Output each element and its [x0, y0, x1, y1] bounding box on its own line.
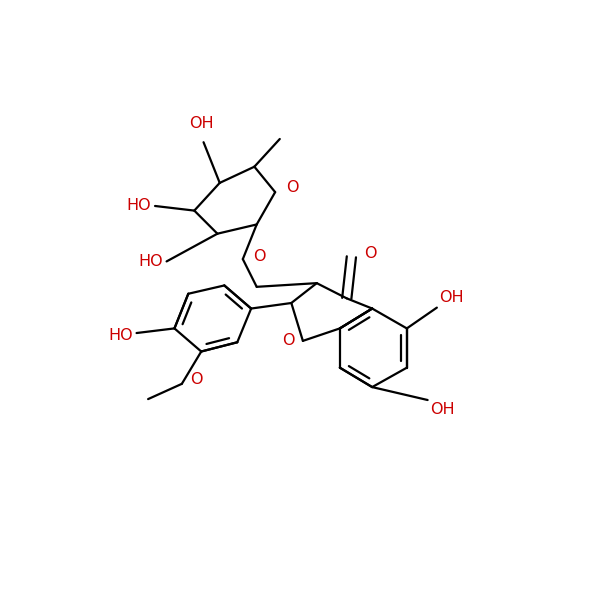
- Text: HO: HO: [108, 328, 133, 343]
- Text: O: O: [364, 245, 377, 260]
- Text: O: O: [282, 334, 295, 349]
- Text: O: O: [286, 181, 298, 196]
- Text: OH: OH: [189, 116, 214, 131]
- Text: HO: HO: [127, 199, 151, 214]
- Text: OH: OH: [439, 290, 464, 305]
- Text: O: O: [253, 250, 265, 264]
- Text: O: O: [190, 372, 203, 387]
- Text: OH: OH: [430, 403, 455, 418]
- Text: HO: HO: [138, 254, 163, 269]
